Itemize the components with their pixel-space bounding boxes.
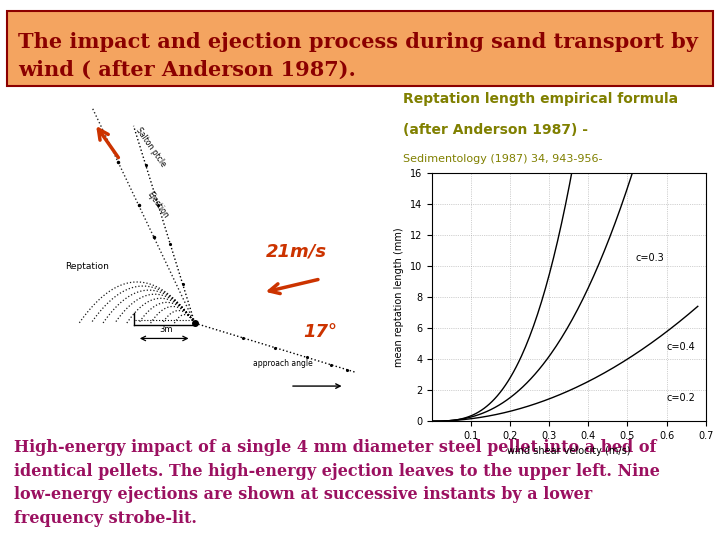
- Text: c=0.4: c=0.4: [667, 342, 696, 352]
- X-axis label: wind shear velocity (m/s): wind shear velocity (m/s): [507, 447, 631, 456]
- Text: 3m: 3m: [159, 325, 173, 334]
- Text: The impact and ejection process during sand transport by: The impact and ejection process during s…: [18, 32, 698, 52]
- Text: approach angle: approach angle: [253, 359, 312, 368]
- Text: Salton ptcle: Salton ptcle: [133, 126, 167, 168]
- Text: Reptation: Reptation: [66, 262, 109, 271]
- Text: Sedimentology (1987) 34, 943-956-: Sedimentology (1987) 34, 943-956-: [403, 153, 603, 164]
- Text: 21m/s: 21m/s: [266, 243, 328, 261]
- Text: (after Anderson 1987) -: (after Anderson 1987) -: [403, 123, 588, 137]
- Text: 17°: 17°: [304, 323, 338, 341]
- Text: High-energy impact of a single 4 mm diameter steel pellet into a bed of
identica: High-energy impact of a single 4 mm diam…: [14, 440, 660, 527]
- Text: wind ( after Anderson 1987).: wind ( after Anderson 1987).: [18, 60, 356, 80]
- Text: c=0.2: c=0.2: [667, 393, 696, 403]
- Text: Reptation length empirical formula: Reptation length empirical formula: [403, 92, 678, 106]
- Text: c=0.3: c=0.3: [635, 253, 664, 263]
- Y-axis label: mean reptation length (mm): mean reptation length (mm): [395, 227, 405, 367]
- Text: Ejection: Ejection: [145, 190, 171, 220]
